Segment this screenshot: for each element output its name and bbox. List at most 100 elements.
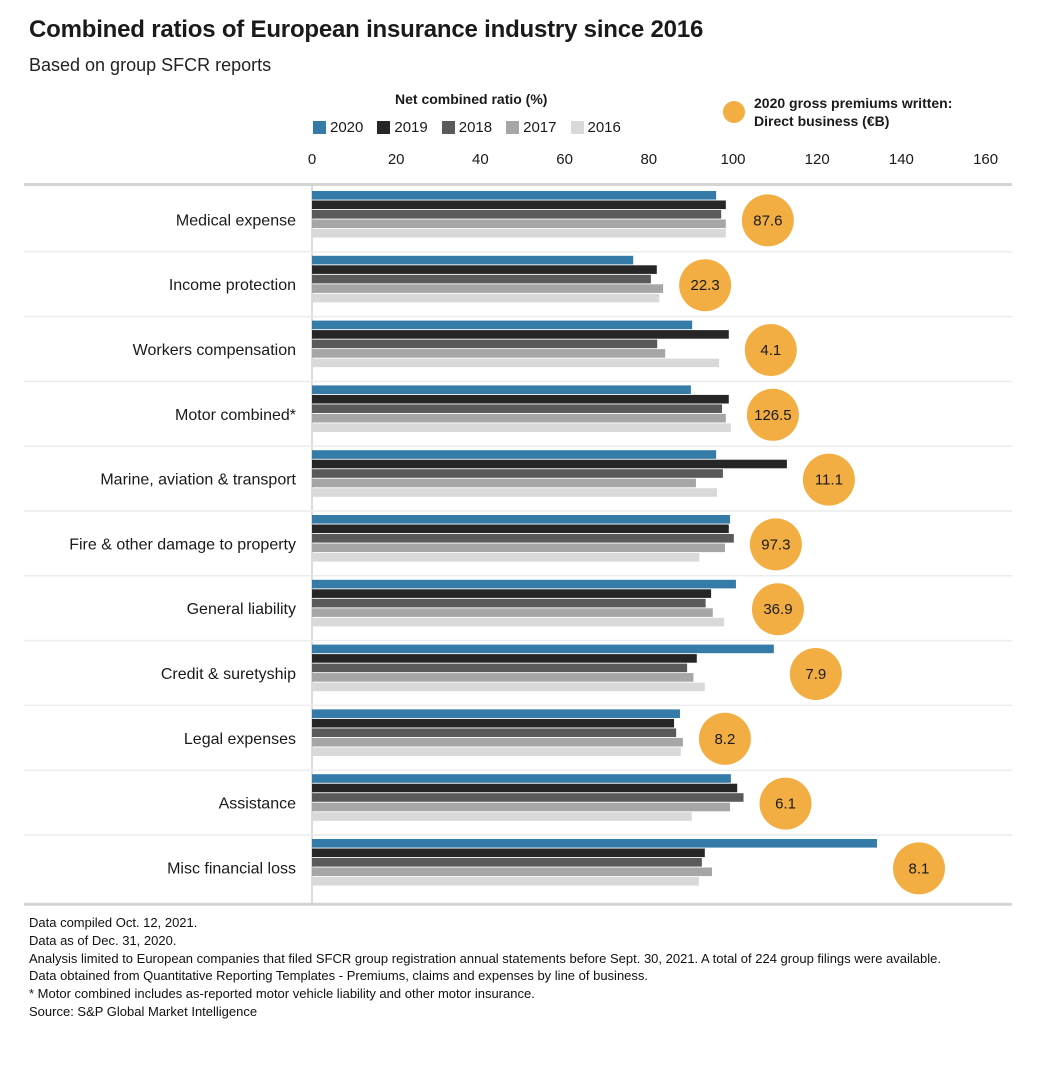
footnotes: Data compiled Oct. 12, 2021. Data as of D… (29, 914, 1009, 1021)
bar-2020 (312, 515, 731, 524)
bar-2016 (312, 488, 718, 497)
premium-bubble-label: 11.1 (815, 472, 843, 489)
legend-label: 2016 (587, 119, 621, 136)
premium-bubble (679, 259, 732, 312)
premium-bubble (789, 648, 842, 700)
bubble-legend: 2020 gross premiums written: Direct busi… (723, 94, 952, 130)
bar-2018 (312, 598, 706, 608)
premium-bubble (802, 453, 855, 506)
x-tick-label: 20 (388, 151, 405, 168)
bubble-legend-text: 2020 gross premiums written: Direct busi… (754, 94, 952, 130)
footnote-line: Data compiled Oct. 12, 2021. (29, 915, 198, 930)
bar-2016 (312, 747, 681, 756)
legend-swatch-icon (377, 121, 391, 134)
bar-2017 (312, 737, 683, 747)
bar-2019 (312, 718, 675, 728)
bar-2020 (312, 774, 731, 783)
x-tick-label: 0 (308, 151, 316, 168)
category-label: Assistance (219, 796, 296, 813)
legend-item-2018: 2018 (441, 119, 493, 136)
category-label: Motor combined* (175, 407, 296, 424)
premium-bubble (751, 583, 804, 636)
top-axis-line (24, 183, 1012, 186)
chart-title: Combined ratios of European insurance in… (29, 16, 704, 43)
x-tick-label: 80 (640, 151, 657, 168)
bar-2017 (312, 673, 694, 682)
x-tick-label: 100 (720, 151, 745, 168)
bar-2019 (312, 589, 712, 598)
bubble-legend-line1: 2020 gross premiums written: (754, 95, 953, 111)
legend-item-2020: 2020 (313, 119, 363, 136)
bar-2017 (312, 349, 666, 358)
premium-bubble (749, 518, 802, 571)
bar-2020 (312, 191, 717, 200)
bar-2017 (312, 802, 731, 812)
category-label: Misc financial loss (167, 860, 296, 877)
legend-item-2016: 2016 (570, 119, 621, 136)
premium-bubble (759, 777, 812, 830)
premium-bubble (741, 194, 794, 247)
bar-2016 (312, 682, 705, 692)
footnote-line: Data obtained from Quantitative Reportin… (29, 968, 649, 984)
premium-bubble-label: 87.6 (753, 212, 782, 229)
premium-bubble-label: 8.2 (714, 731, 735, 748)
premium-bubble-label: 126.5 (754, 407, 792, 424)
x-tick-label: 140 (889, 151, 914, 168)
bar-2020 (312, 839, 877, 848)
bar-2018 (312, 274, 651, 284)
bar-2016 (312, 617, 725, 627)
premium-bubble (892, 842, 945, 895)
bar-2017 (312, 867, 712, 877)
bar-2020 (312, 579, 736, 589)
bar-2019 (312, 848, 705, 858)
footnote-line: Data as of Dec. 31, 2020. (29, 932, 177, 948)
bar-2020 (312, 709, 680, 718)
premium-bubble-label: 22.3 (691, 277, 720, 294)
x-tick-label: 160 (973, 151, 998, 168)
bar-2019 (312, 654, 697, 663)
premium-bubble-label: 7.9 (805, 666, 826, 683)
legend-label: 2020 (330, 119, 364, 136)
premium-bubble (744, 324, 797, 376)
x-tick-label: 60 (556, 151, 573, 168)
bar-2017 (312, 284, 664, 293)
x-tick-label: 120 (805, 151, 830, 168)
legend-item-2019: 2019 (377, 119, 428, 136)
bar-2020 (312, 385, 691, 394)
legend-swatch-icon (570, 121, 584, 134)
category-label: Workers compensation (133, 342, 296, 359)
category-label: General liability (187, 601, 296, 618)
bubble-legend-dot-icon (723, 101, 745, 123)
legend-label: 2019 (394, 119, 428, 136)
bar-2016 (312, 423, 731, 432)
bar-2019 (312, 524, 729, 534)
footnote-line: Source: S&P Global Market Intelligence (29, 1003, 258, 1019)
bar-2018 (312, 339, 658, 349)
bar-2018 (312, 793, 744, 802)
legend-label: 2018 (458, 119, 493, 136)
premium-bubble-label: 4.1 (760, 342, 781, 359)
footnote-line: * Motor combined includes as-reported mo… (29, 986, 535, 1002)
bar-2016 (312, 812, 692, 821)
legend-item-2017: 2017 (506, 119, 557, 136)
category-label: Fire & other damage to property (69, 536, 296, 553)
premium-bubble-label: 36.9 (763, 601, 792, 618)
bar-2018 (312, 210, 722, 219)
bar-2020 (312, 255, 634, 265)
bar-2019 (312, 394, 729, 404)
legend-swatch-icon (506, 121, 520, 134)
bar-2020 (312, 320, 693, 330)
bubble-legend-line2: Direct business (€B) (754, 113, 890, 129)
category-label: Marine, aviation & transport (100, 472, 296, 489)
bottom-axis-line (24, 902, 1012, 906)
bar-2017 (312, 608, 713, 617)
bar-2018 (312, 469, 723, 478)
legend-title: Net combined ratio (%) (395, 91, 548, 107)
category-label: Credit & suretyship (161, 666, 296, 683)
chart-subtitle: Based on group SFCR reports (29, 55, 272, 75)
x-tick-label: 40 (472, 151, 489, 168)
bar-2020 (312, 644, 774, 654)
bar-2019 (312, 265, 657, 274)
bar-2018 (312, 858, 702, 867)
bar-2017 (312, 219, 726, 229)
